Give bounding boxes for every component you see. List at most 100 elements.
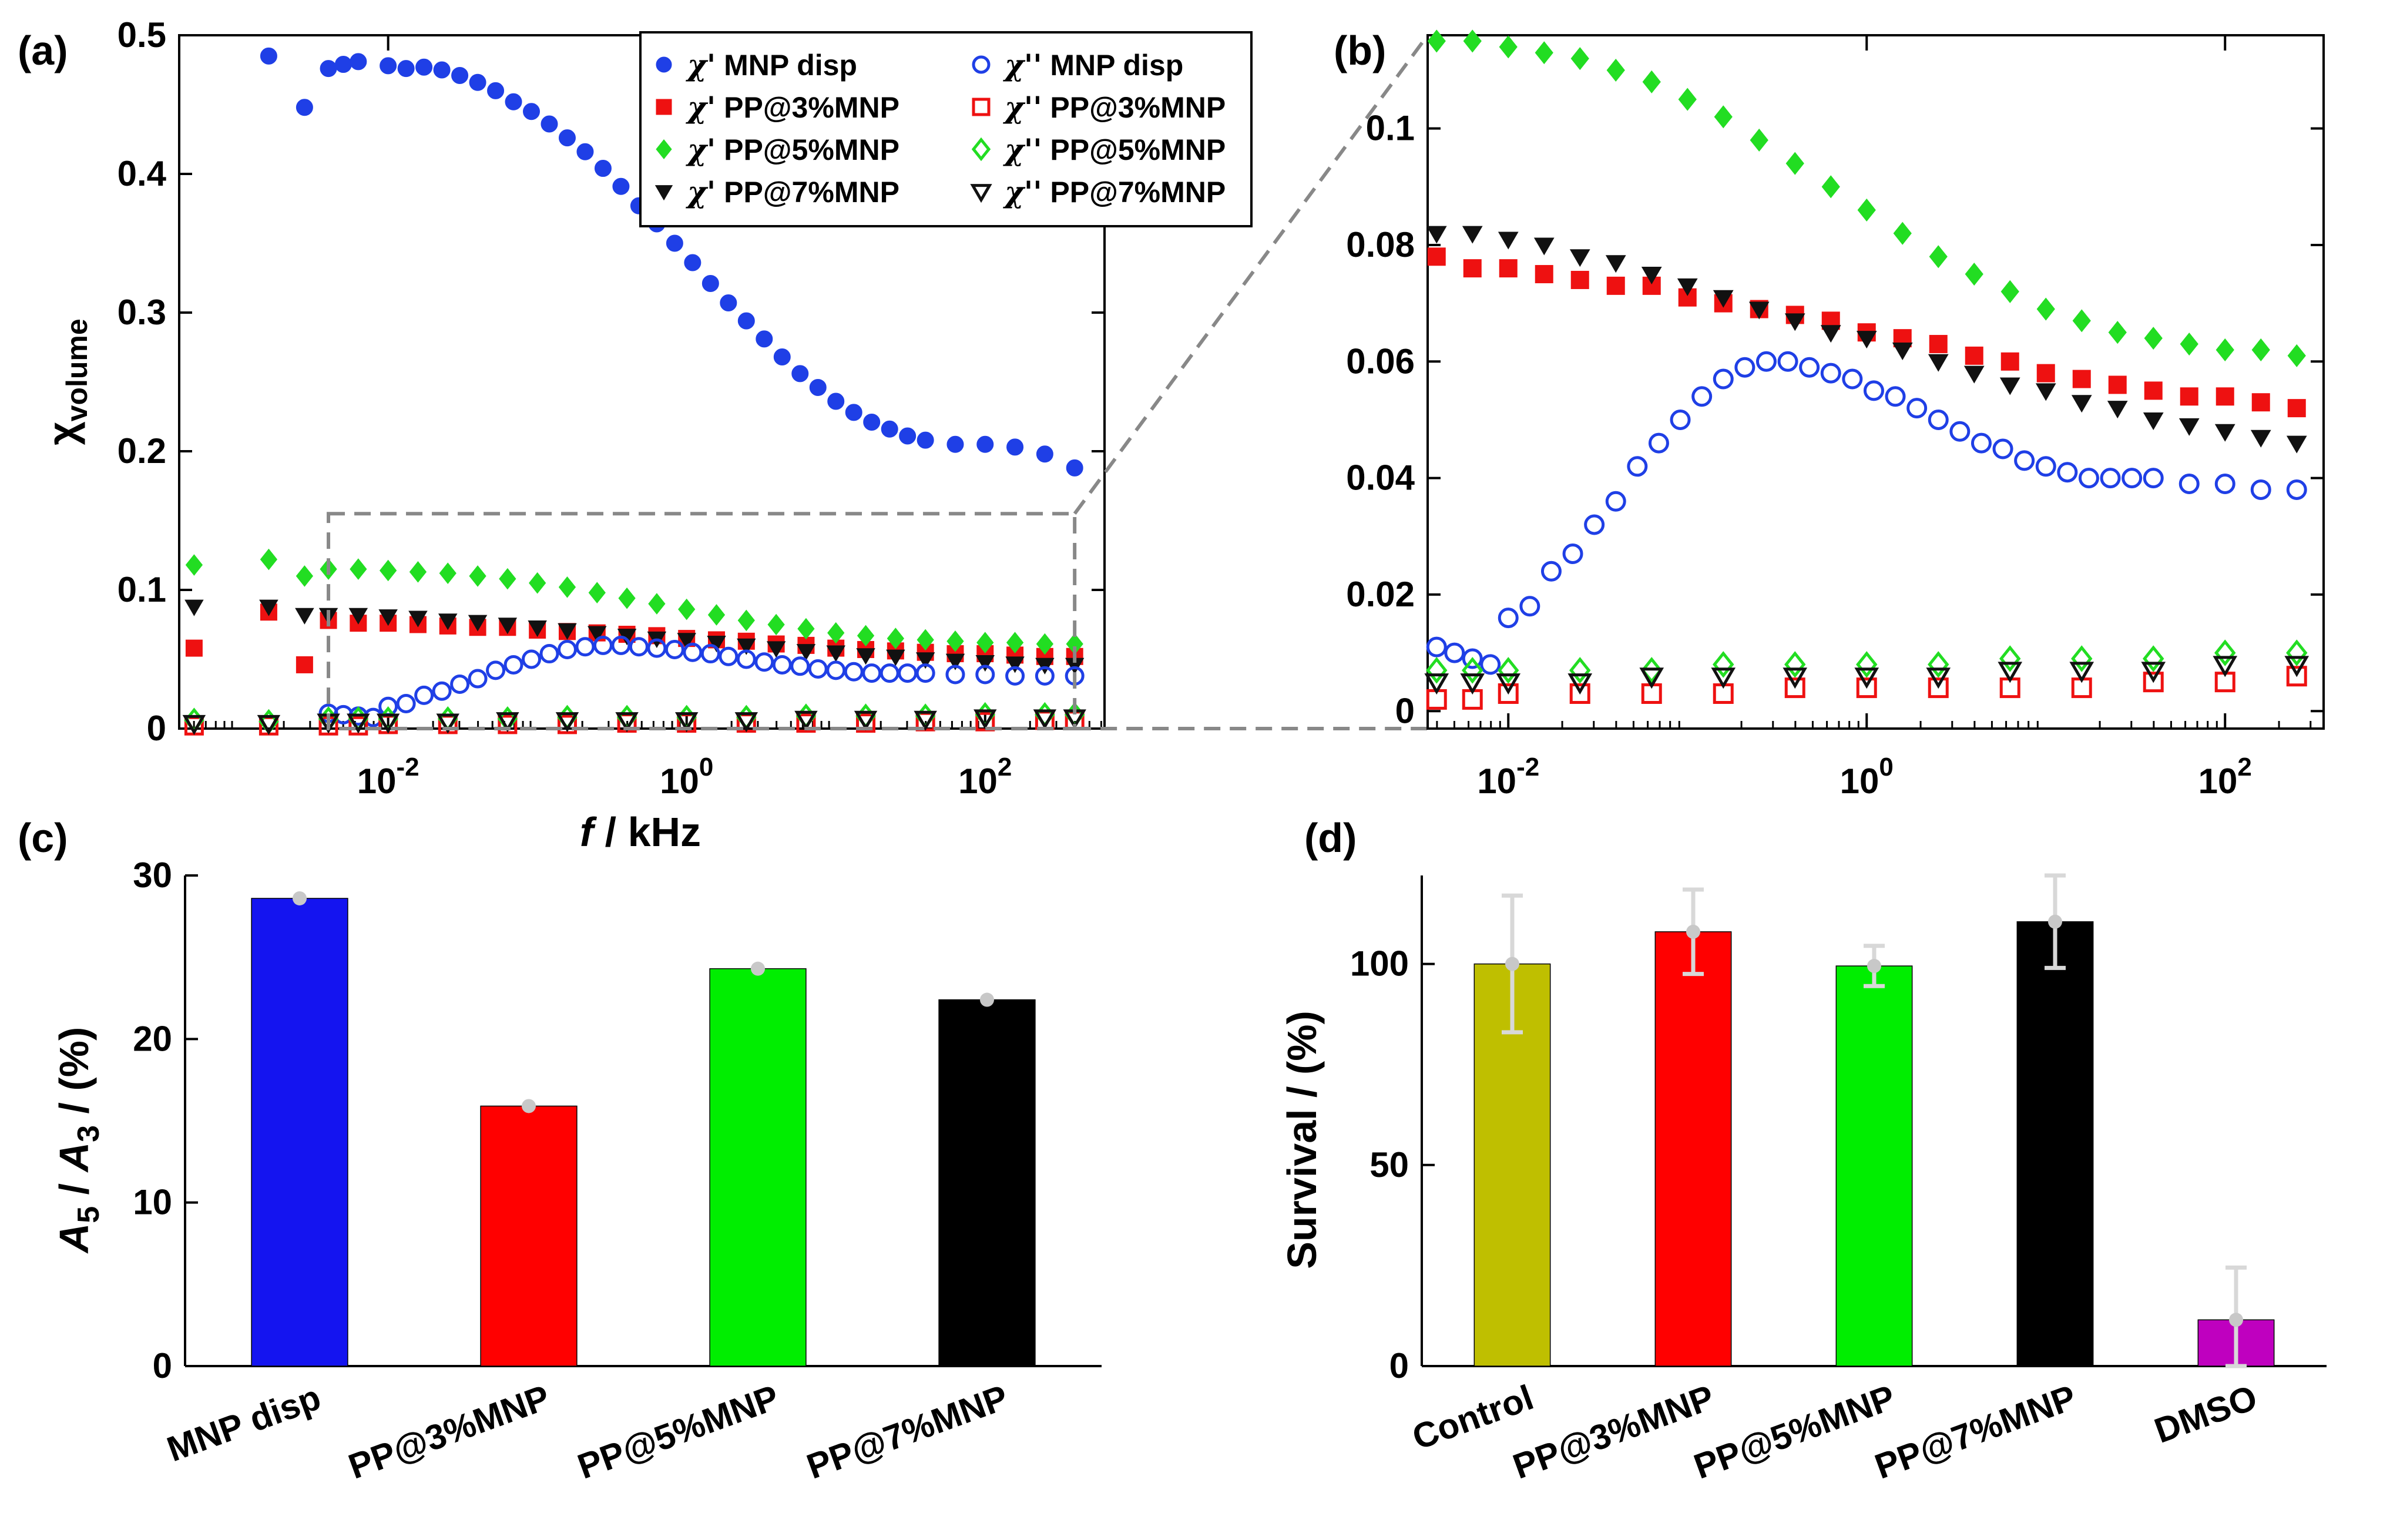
panel-b-point-s1-p8 [1606, 276, 1625, 295]
panel-b-point-s3-p22 [2107, 401, 2128, 419]
panel-a-ytick-label-5: 0.5 [118, 15, 166, 55]
panel-b-point-s5-p5 [1569, 683, 1590, 704]
panel-b-point-s4-p30 [2057, 462, 2078, 483]
panel-a-point-s0-p18 [612, 177, 630, 195]
legend-marker-7 [970, 184, 992, 203]
panel-d-category-label-3: PP@7%MNP [1870, 1377, 2082, 1487]
panel-a-point-s2-p6 [409, 561, 427, 583]
panel-d-ytick-label-2: 100 [1350, 944, 1409, 984]
panel-a-point-s2-p13 [618, 587, 636, 609]
panel-d-bar-3 [2016, 921, 2094, 1367]
panel-b-point-s4-p22 [1885, 386, 1906, 407]
panel-a-point-s0-p30 [827, 392, 845, 410]
panel-b-ytick-label-3: 0.06 [1346, 341, 1415, 381]
panel-b-point-s4-p19 [1820, 363, 1841, 384]
panel-b-point-s2-p3 [1427, 29, 1446, 53]
panel-b-point-s3-p27 [2286, 435, 2307, 454]
panel-a-point-s0-p37 [976, 435, 994, 453]
panel-a-ytick-label-1: 0.1 [118, 570, 166, 609]
panel-a-point-s2-p15 [678, 598, 696, 620]
legend-marker-5 [971, 137, 991, 162]
panel-a-point-s3-p5 [378, 609, 398, 626]
panel-b-point-s2-p26 [2251, 338, 2270, 362]
panel-b-point-s4-p3 [1480, 654, 1501, 675]
panel-b-xtick-label-1: 100 [1840, 753, 1894, 801]
panel-a-marks [182, 47, 1086, 736]
panel-d-ytick-label-0: 0 [1389, 1346, 1409, 1385]
panel-b-point-s3-p11 [1713, 290, 1734, 308]
panel-a-point-s3-p11 [558, 623, 577, 640]
panel-a-point-s7-p11 [794, 710, 818, 731]
panel-a-point-s5-p6 [498, 714, 518, 734]
panel-a-point-s0-p33 [881, 420, 898, 438]
panel-b-point-s1-p18 [1965, 346, 1983, 365]
panel-c-mean-dot-3 [980, 992, 994, 1007]
panel-b-point-s3-p4 [1462, 226, 1483, 244]
panel-a-point-s3-p2 [295, 608, 314, 625]
panel-a-ylabel-chi: χ [39, 421, 85, 445]
panel-b-point-s1-p26 [2251, 393, 2270, 412]
panel-b-point-s2-p4 [1463, 29, 1482, 53]
panel-b-point-s4-p17 [1777, 351, 1798, 372]
panel-b-point-s4-p13 [1691, 386, 1713, 407]
panel-a-point-s4-p31 [862, 663, 882, 683]
panel-a-point-s5-p14 [975, 712, 995, 732]
panel-b-point-s6-p6 [1641, 657, 1663, 684]
panel-b-point-s7-p9 [1854, 667, 1879, 689]
legend-marker-2 [656, 99, 672, 115]
panel-a-point-s3-p19 [796, 644, 816, 661]
panel-a-point-s0-p24 [720, 294, 737, 311]
panel-a-point-s7-p5 [436, 713, 459, 734]
panel-a-point-s4-p36 [975, 665, 995, 685]
panel-b-point-s3-p14 [1820, 325, 1841, 343]
panel-c-ylabel-a5: A [51, 1223, 97, 1254]
panel-b-point-s6-p14 [2214, 639, 2236, 666]
panel-a-point-s4-p24 [736, 649, 756, 669]
panel-b-point-s6-p9 [1856, 651, 1878, 678]
panel-a-point-s4-p21 [683, 642, 703, 662]
panel-b-point-s2-p8 [1606, 58, 1625, 82]
panel-b-point-s2-p19 [2000, 280, 2019, 303]
panel-b-point-s4-p36 [2214, 474, 2235, 495]
panel-c-mean-dot-1 [522, 1099, 536, 1113]
panel-b-point-s4-p29 [2035, 456, 2056, 477]
panel-a-point-s7-p8 [615, 712, 639, 733]
panel-b-point-s4-p37 [2250, 479, 2271, 500]
panel-b-point-s4-p0 [1426, 636, 1447, 657]
panel-a-point-s4-p26 [772, 655, 792, 675]
panel-a-point-s4-p22 [700, 644, 720, 664]
panel-a-point-s2-p24 [946, 630, 964, 652]
legend-label-2: χ' PP@3%MNP [686, 90, 899, 125]
panel-b-point-s6-p4 [1498, 657, 1519, 684]
panel-b-point-s3-p15 [1856, 331, 1877, 349]
legend-marker-6 [654, 185, 673, 201]
zoom-connector-top [1073, 34, 1429, 515]
panel-b-point-s3-p6 [1533, 237, 1555, 256]
panel-c-ylabel: A5 / A3 / (%) [51, 1027, 106, 1254]
panel-a-point-s4-p6 [414, 685, 434, 705]
panel-a-point-s4-p32 [880, 663, 899, 683]
panel-a-point-s3-p12 [588, 626, 607, 643]
panel-a-point-s2-p11 [558, 576, 576, 598]
panel-b-point-s4-p12 [1670, 409, 1691, 430]
panel-b-point-s3-p8 [1605, 255, 1626, 273]
panel-a-point-s3-p24 [945, 653, 965, 670]
panel-a-point-s3-p18 [766, 641, 786, 658]
panel-a-point-s0-p38 [1006, 438, 1024, 456]
panel-b-point-s4-p20 [1842, 368, 1863, 390]
panel-a-point-s3-p1 [259, 599, 278, 616]
panel-c-ylabel-sub5: 5 [72, 1206, 106, 1223]
panel-b-point-s6-p5 [1569, 657, 1591, 684]
panel-b-point-s2-p13 [1785, 152, 1804, 175]
panel-a-point-s0-p14 [541, 115, 558, 133]
panel-b-point-s4-p10 [1627, 456, 1648, 477]
panel-a-point-s7-p10 [734, 712, 758, 733]
panel-b-point-s2-p6 [1535, 41, 1553, 65]
panel-b-point-s7-p2 [1424, 673, 1449, 695]
panel-a-point-s4-p28 [808, 659, 828, 679]
panel-a-point-s2-p5 [380, 559, 397, 582]
panel-b-point-s1-p22 [2108, 375, 2127, 394]
panel-a-xtick-label-0: 10-2 [357, 753, 419, 801]
panel-a-point-s0-p27 [773, 348, 791, 366]
